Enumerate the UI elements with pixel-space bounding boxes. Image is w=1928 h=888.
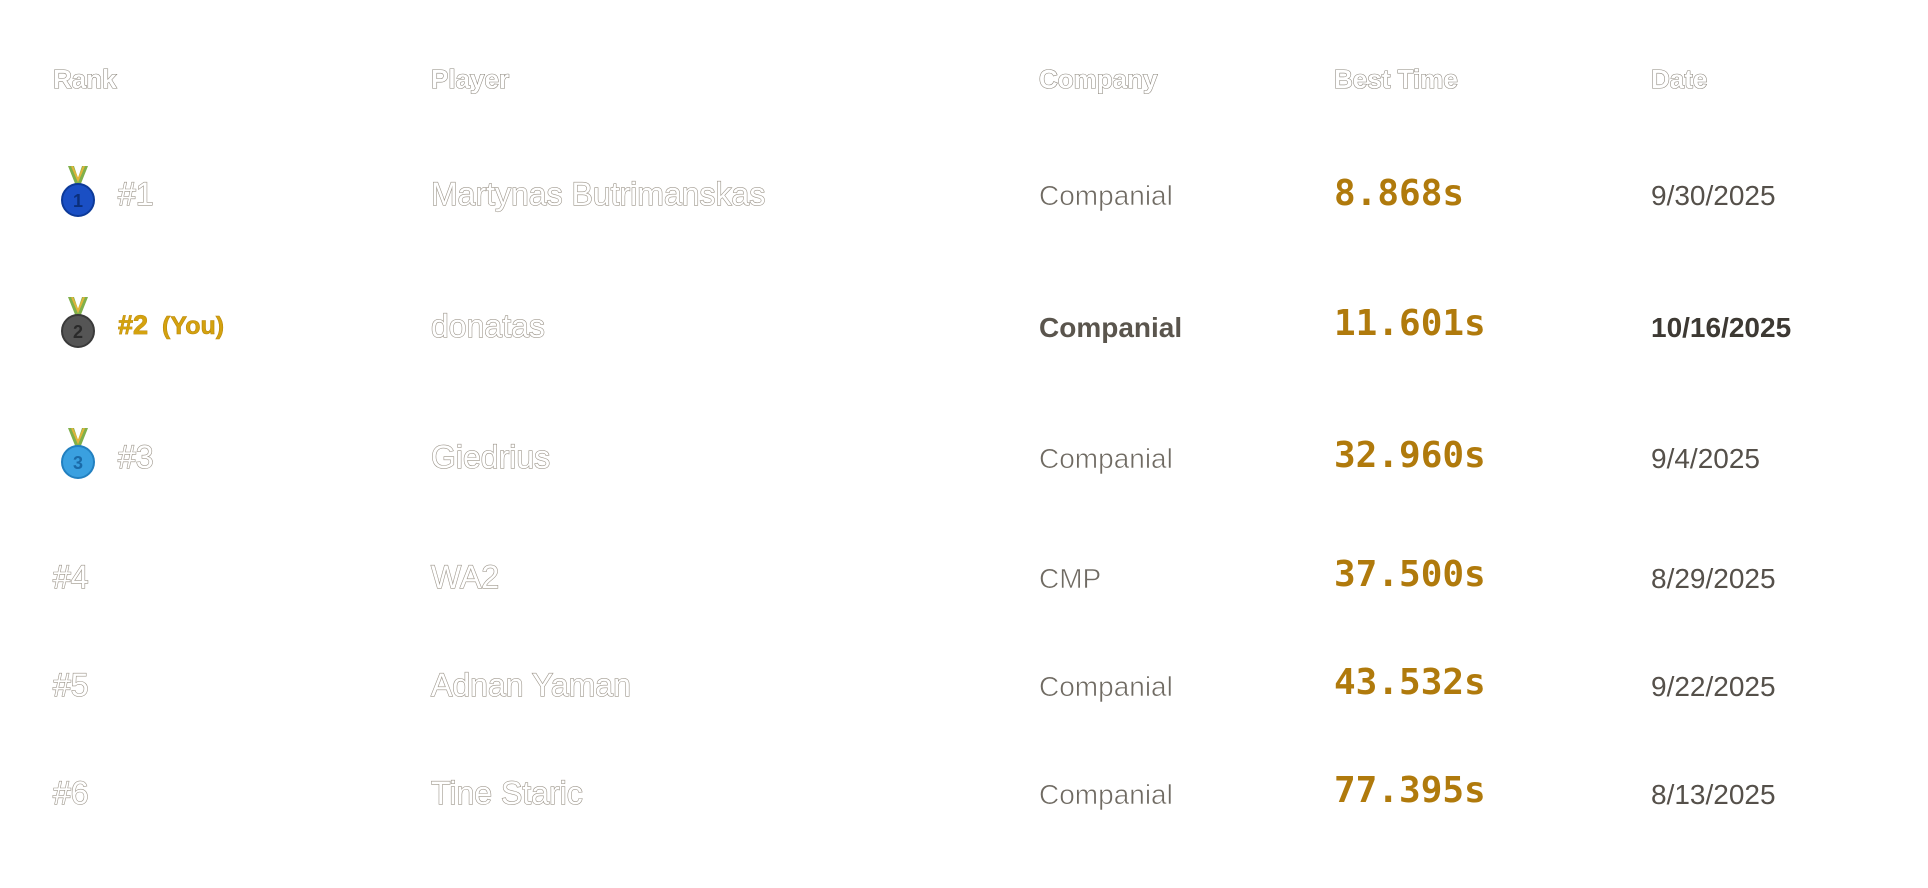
date: 9/4/2025 (1651, 443, 1760, 474)
header-date[interactable]: Date (1650, 64, 1708, 94)
svg-text:1: 1 (73, 191, 83, 211)
svg-text:2: 2 (73, 322, 83, 342)
bronze-medal-icon: 3 (61, 428, 95, 479)
date: 9/22/2025 (1651, 671, 1776, 702)
rank-label: #2 (118, 310, 149, 340)
header-rank[interactable]: Rank (52, 64, 117, 94)
player-name: Martynas Butrimanskas (430, 176, 766, 212)
player-name: WA2 (430, 559, 500, 595)
date: 8/29/2025 (1651, 563, 1776, 594)
best-time: 11.601s (1334, 303, 1486, 344)
player-name: Giedrius (430, 439, 551, 475)
player-name: Tine Staric (430, 775, 583, 811)
company-name: Companial (1039, 180, 1173, 211)
company-name: Companial (1039, 312, 1183, 343)
rank-label: #3 (117, 439, 154, 475)
player-name: donatas (430, 308, 545, 344)
best-time: 37.500s (1334, 554, 1486, 595)
best-time: 32.960s (1334, 435, 1486, 476)
company-name: Companial (1039, 779, 1173, 810)
rank-label: #5 (52, 667, 89, 703)
header-best-time[interactable]: Best Time (1333, 64, 1458, 94)
header-company[interactable]: Company (1038, 64, 1158, 94)
best-time: 77.395s (1334, 770, 1486, 811)
date: 8/13/2025 (1651, 779, 1776, 810)
best-time: 8.868s (1334, 173, 1465, 214)
rank-label: #1 (117, 176, 154, 212)
player-name: Adnan Yaman (430, 667, 631, 703)
date: 9/30/2025 (1651, 180, 1776, 211)
silver-medal-icon: 2 (61, 297, 95, 348)
svg-text:3: 3 (73, 453, 83, 473)
company-name: Companial (1039, 443, 1173, 474)
rank-label: #4 (52, 559, 89, 595)
rank-label: #6 (52, 775, 89, 811)
rank-cell: #2 (You) (118, 310, 225, 340)
company-name: CMP (1039, 563, 1102, 594)
company-name: Companial (1039, 671, 1173, 702)
gold-medal-icon: 1 (61, 166, 95, 217)
date: 10/16/2025 (1651, 312, 1792, 343)
you-badge: (You) (162, 312, 225, 340)
best-time: 43.532s (1334, 662, 1486, 703)
header-player[interactable]: Player (430, 64, 510, 94)
